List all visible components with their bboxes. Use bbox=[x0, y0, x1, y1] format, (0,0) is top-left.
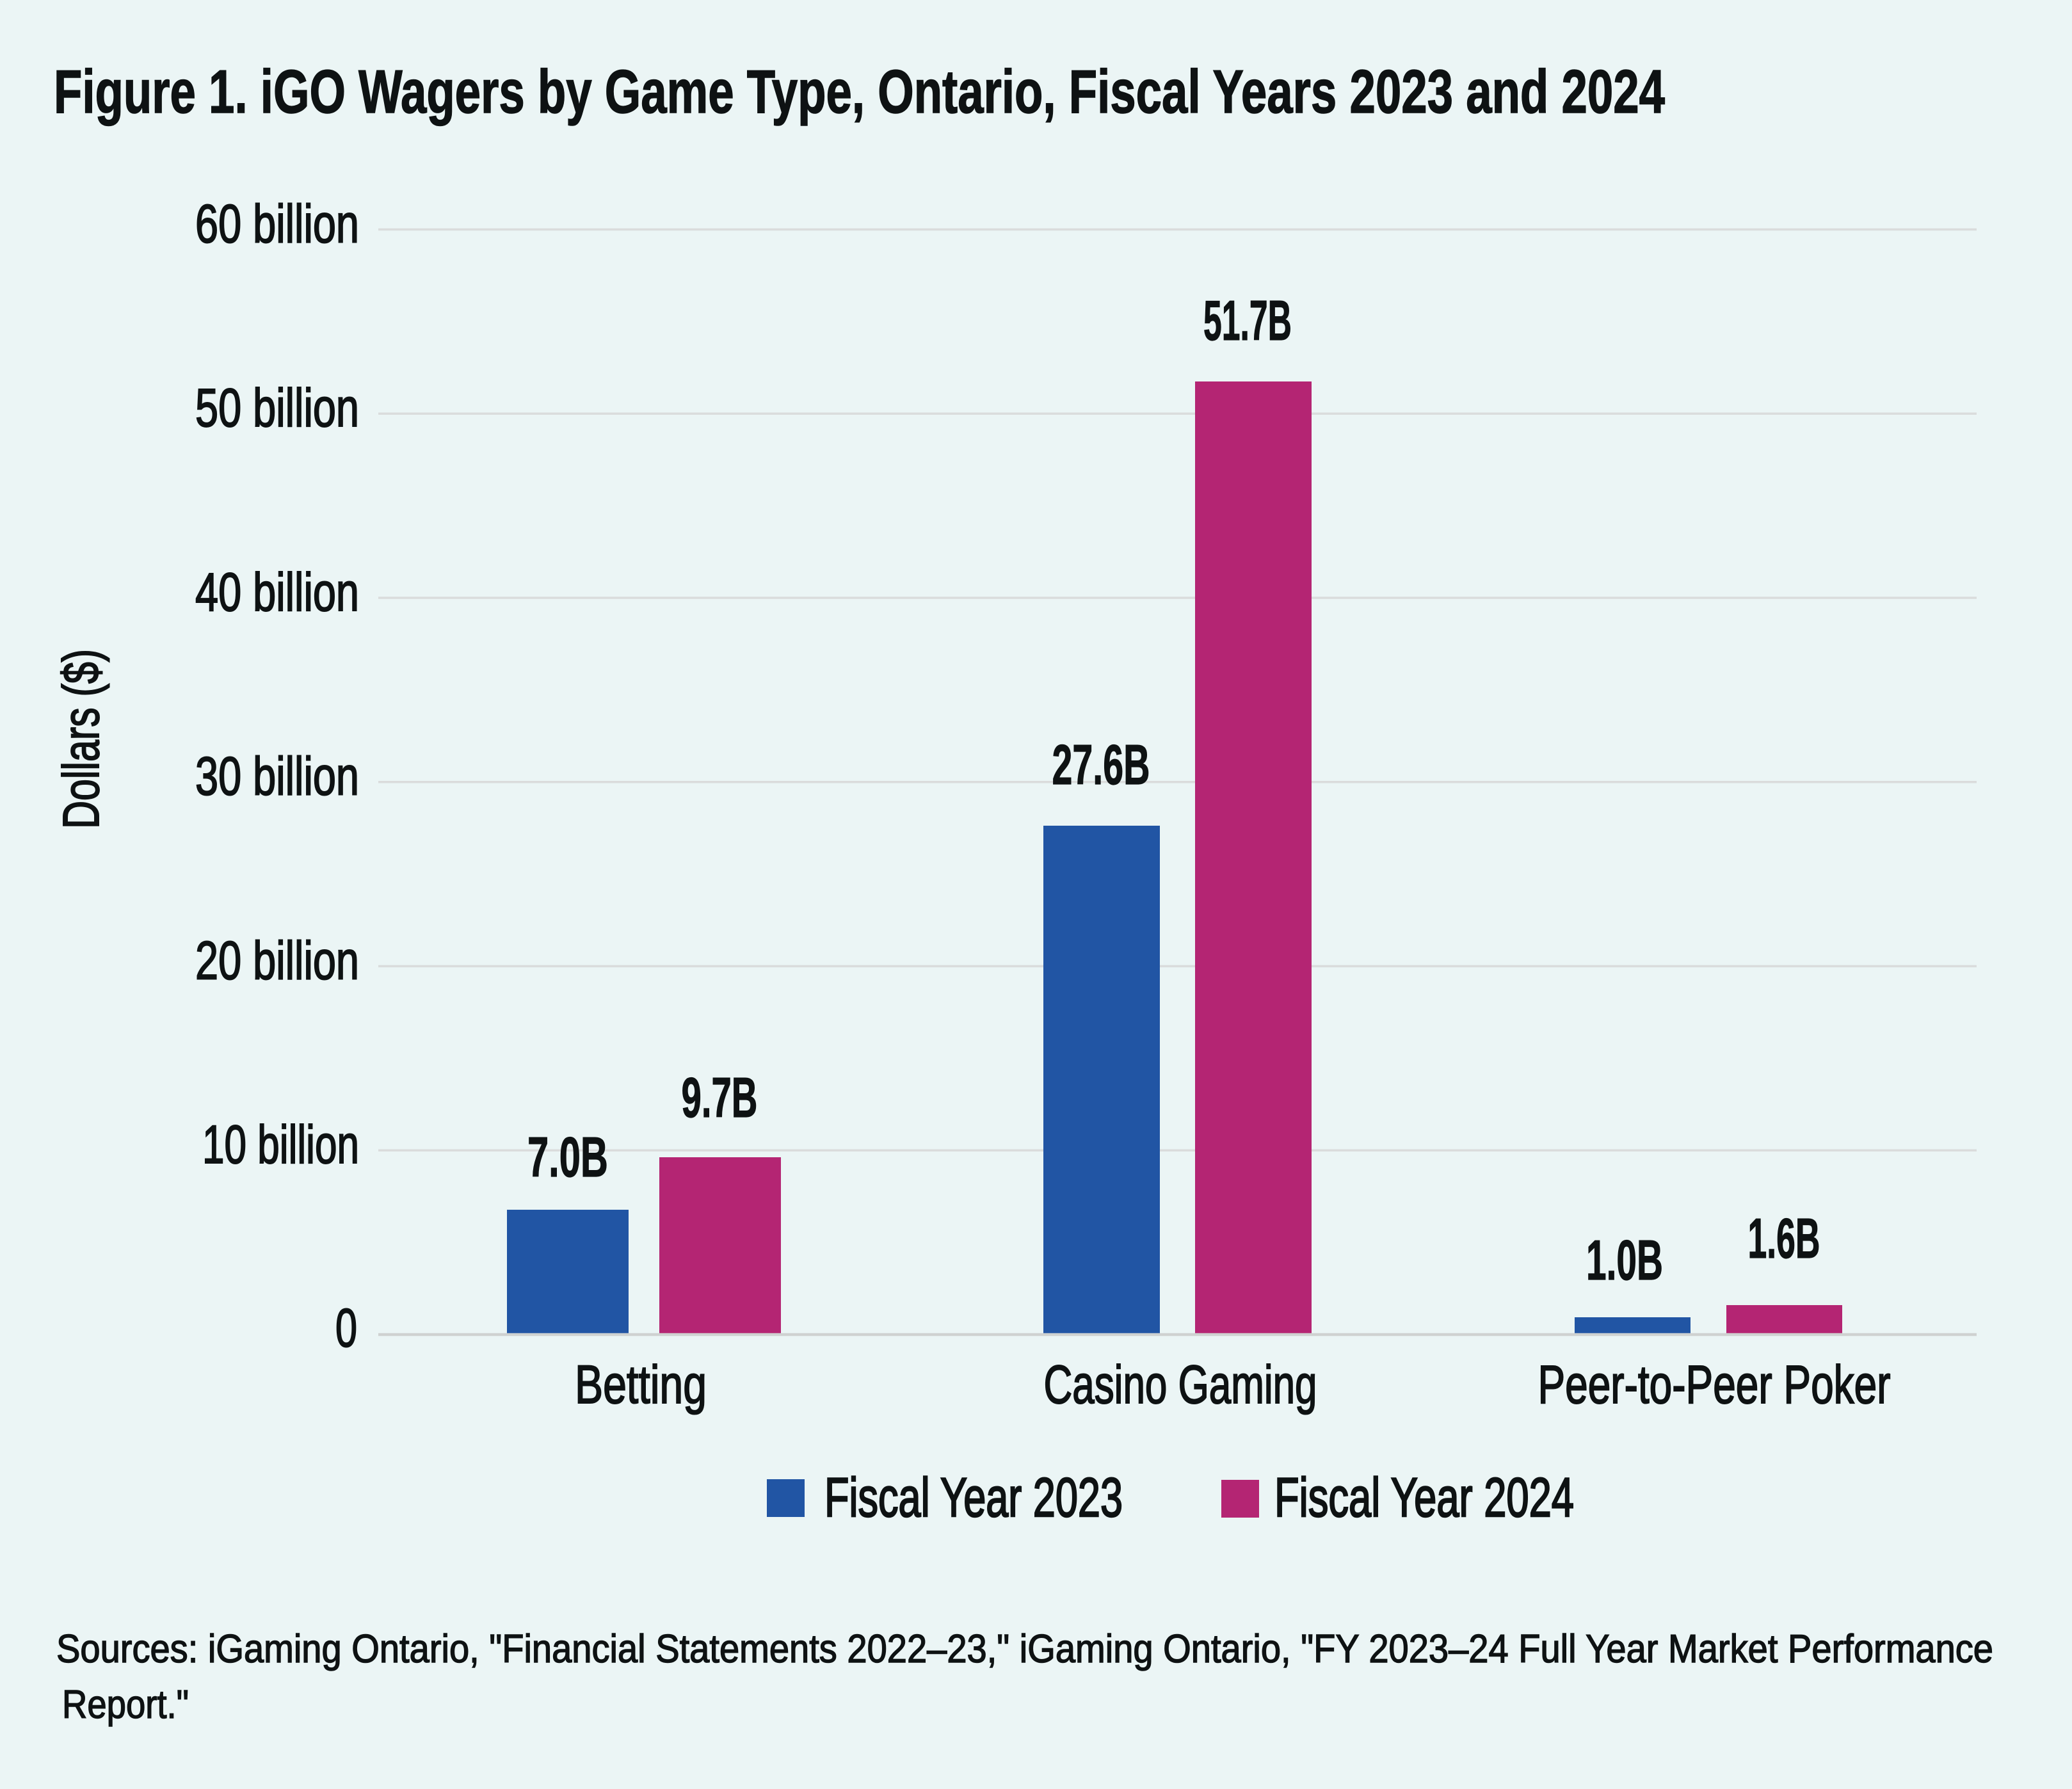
svg-text:1.6B: 1.6B bbox=[1748, 1207, 1820, 1270]
svg-text:40 billion: 40 billion bbox=[195, 562, 359, 622]
svg-text:27.6B: 27.6B bbox=[1052, 733, 1150, 796]
svg-text:Betting: Betting bbox=[575, 1354, 707, 1415]
svg-text:10 billion: 10 billion bbox=[202, 1114, 359, 1175]
svg-text:Report.": Report." bbox=[62, 1683, 189, 1727]
svg-text:9.7B: 9.7B bbox=[682, 1066, 758, 1129]
svg-text:Peer-to-Peer Poker: Peer-to-Peer Poker bbox=[1538, 1354, 1891, 1415]
svg-text:20 billion: 20 billion bbox=[195, 930, 359, 990]
svg-text:50 billion: 50 billion bbox=[195, 378, 359, 438]
svg-text:0: 0 bbox=[335, 1298, 357, 1358]
svg-text:Fiscal Year 2023: Fiscal Year 2023 bbox=[824, 1467, 1123, 1528]
svg-text:60 billion: 60 billion bbox=[195, 193, 359, 253]
svg-text:Dollars ($): Dollars ($) bbox=[52, 649, 109, 829]
svg-text:Casino Gaming: Casino Gaming bbox=[1044, 1354, 1317, 1415]
svg-text:Sources: iGaming Ontario, "Fin: Sources: iGaming Ontario, "Financial Sta… bbox=[56, 1627, 1993, 1671]
svg-text:Figure 1. iGO Wagers by Game T: Figure 1. iGO Wagers by Game Type, Ontar… bbox=[54, 58, 1665, 126]
svg-text:30 billion: 30 billion bbox=[195, 746, 359, 806]
svg-text:51.7B: 51.7B bbox=[1203, 289, 1292, 352]
svg-text:1.0B: 1.0B bbox=[1586, 1228, 1663, 1292]
svg-text:7.0B: 7.0B bbox=[527, 1125, 608, 1189]
svg-text:Fiscal Year 2024: Fiscal Year 2024 bbox=[1274, 1467, 1574, 1528]
